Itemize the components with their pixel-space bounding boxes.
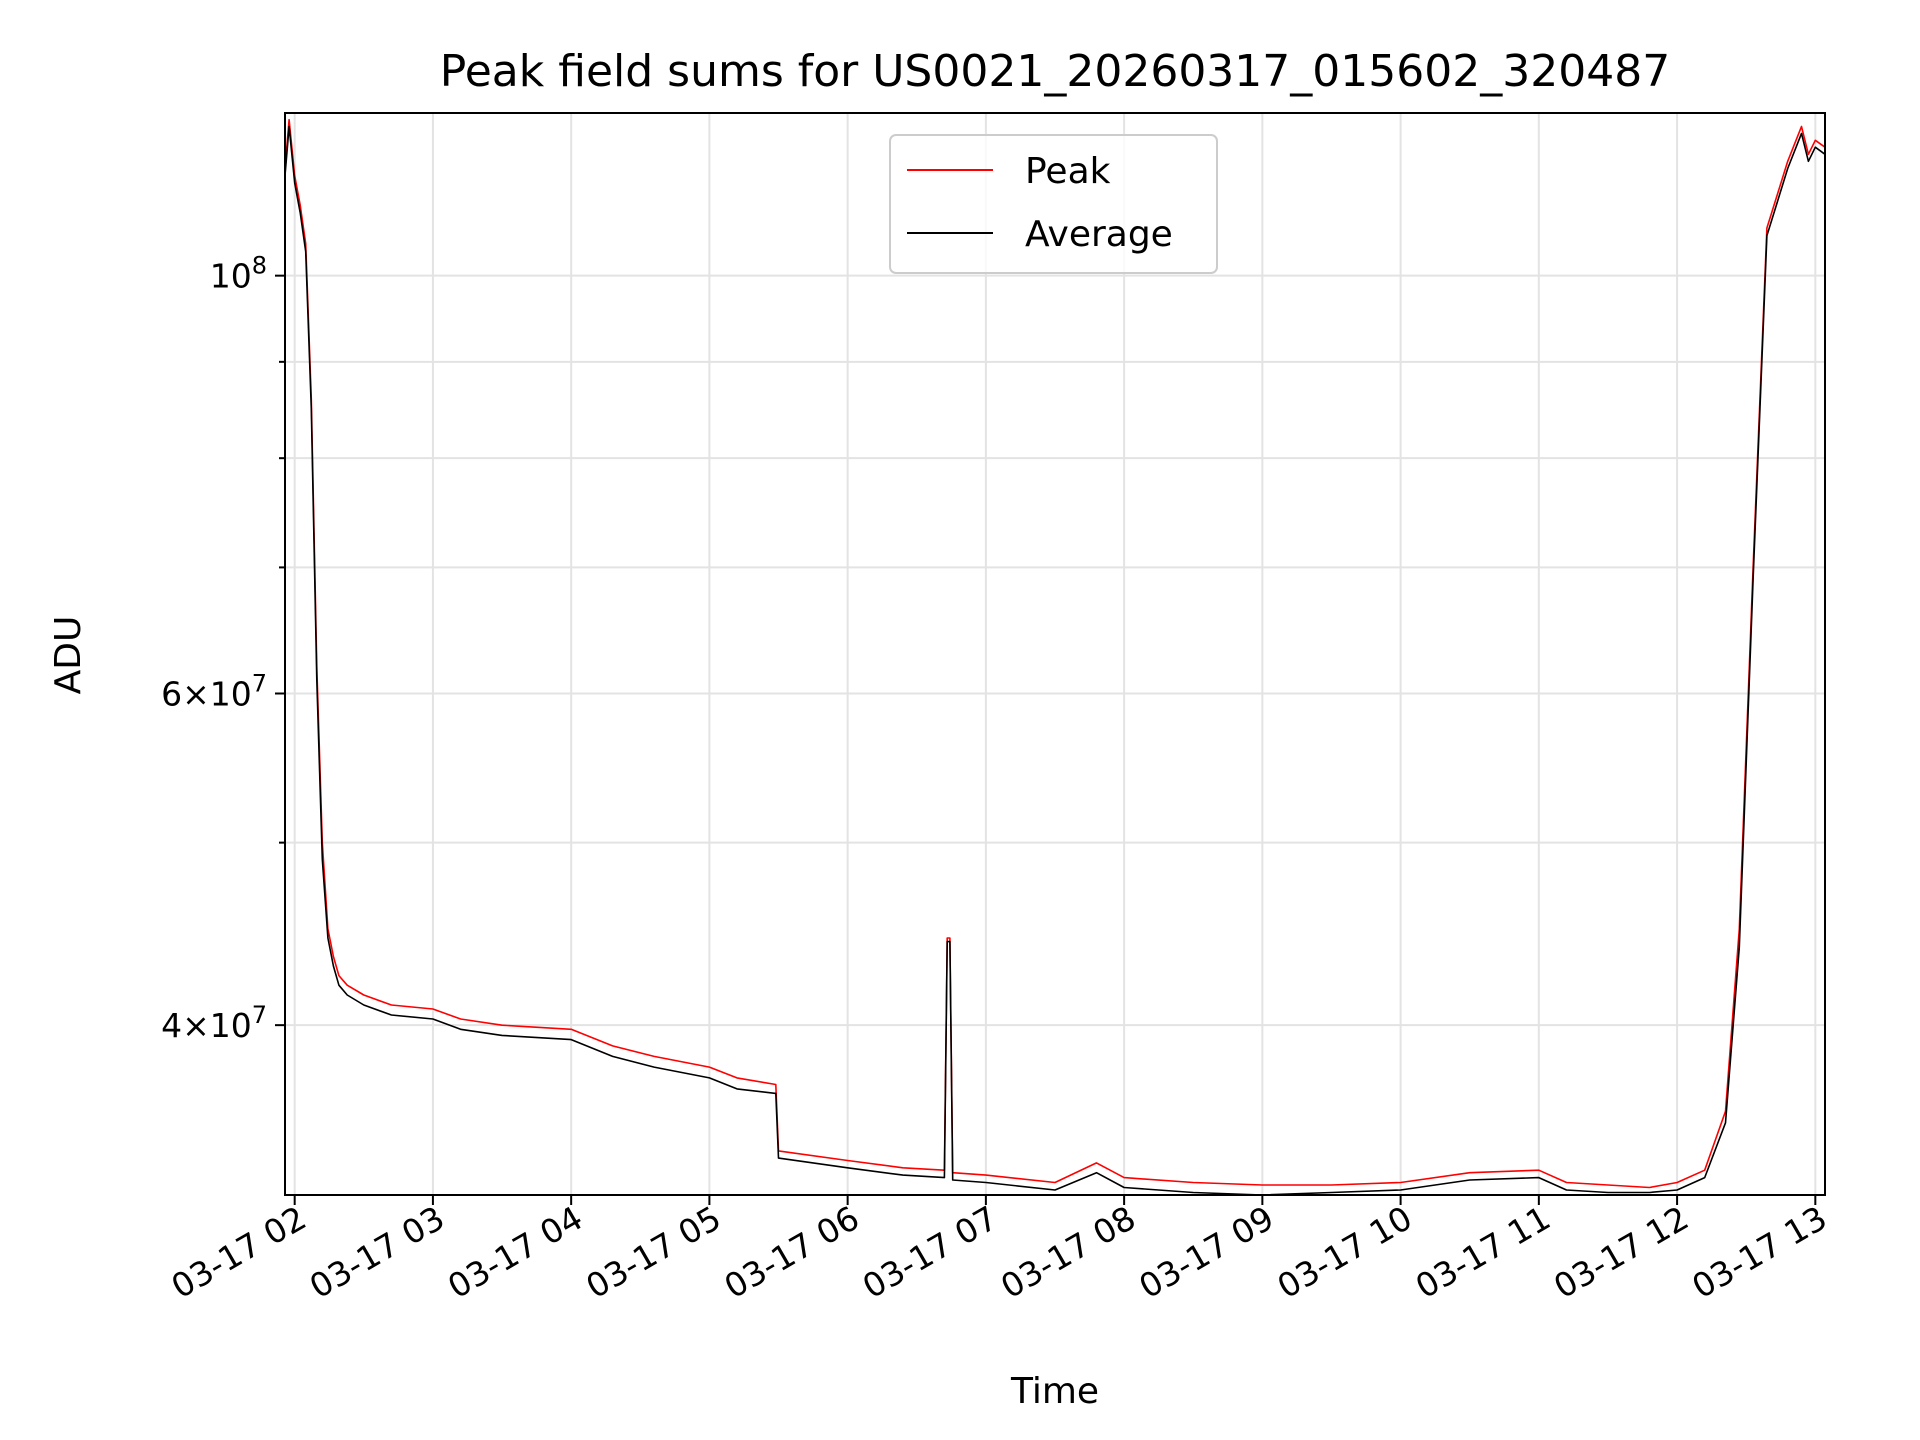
y-axis: 4×107 6×107 108 bbox=[161, 252, 285, 1045]
chart-title: Peak field sums for US0021_20260317_0156… bbox=[440, 46, 1670, 97]
legend-average-label: Average bbox=[1025, 214, 1173, 255]
series-layer bbox=[284, 118, 1826, 1196]
series-line-average bbox=[284, 125, 1826, 1196]
plot-frame bbox=[284, 112, 1826, 1196]
legend: Peak Average bbox=[889, 134, 1218, 274]
legend-peak-label: Peak bbox=[1025, 151, 1111, 192]
y-tick-label: 4×107 bbox=[161, 1001, 267, 1045]
x-axis-label: Time bbox=[1010, 1371, 1099, 1412]
y-axis-label: ADU bbox=[48, 616, 89, 695]
grid bbox=[285, 113, 1825, 1195]
y-tick-label: 6×107 bbox=[161, 669, 267, 713]
y-tick-label: 108 bbox=[210, 252, 267, 296]
